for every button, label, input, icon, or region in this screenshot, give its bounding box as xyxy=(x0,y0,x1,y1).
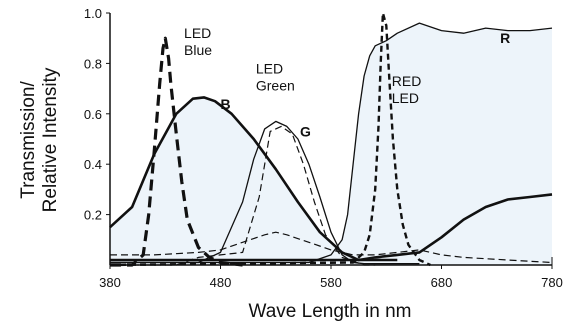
x-tick-label: 680 xyxy=(431,275,453,290)
filter-fill-1 xyxy=(110,23,552,265)
x-axis-label: Wave Length in nm xyxy=(249,301,412,322)
series-line-red-led xyxy=(109,11,431,267)
series-line-b-filter xyxy=(109,96,398,262)
filter-fill-0 xyxy=(110,97,398,265)
series-line-led-green xyxy=(110,125,376,266)
ticks-layer: 380 480 580 680 780 0.2 0.4 0.6 0.8 1.0 xyxy=(84,6,563,290)
annotation-led-blue: LED Blue xyxy=(184,25,212,58)
series-line-g xyxy=(110,120,420,265)
x-tick-label: 580 xyxy=(320,275,342,290)
y-tick-label: 0.6 xyxy=(84,107,102,122)
spectrum-fill-layer xyxy=(110,23,552,265)
annotation-g: G xyxy=(300,123,311,139)
y-axis-label-line1: Transmission/ xyxy=(18,81,39,199)
x-tick-label: 780 xyxy=(541,275,563,290)
y-tick-label: 0.4 xyxy=(84,157,102,172)
x-tick-label: 480 xyxy=(210,275,232,290)
series-line-led-blue xyxy=(110,36,243,267)
x-tick-label: 380 xyxy=(99,275,121,290)
annotations-layer: LED Blue LED Green RED LED B G R xyxy=(184,25,510,139)
series-layer xyxy=(109,11,553,267)
series-line-green-filter-baseline xyxy=(110,231,553,264)
series-line-r xyxy=(110,22,553,264)
y-tick-label: 0.8 xyxy=(84,56,102,71)
annotation-r: R xyxy=(500,30,510,46)
y-tick-label: 1.0 xyxy=(84,6,102,21)
annotation-red-led: RED LED xyxy=(392,73,422,106)
annotation-b: B xyxy=(221,96,231,112)
y-tick-label: 0.2 xyxy=(84,208,102,223)
series-line-b xyxy=(110,193,553,262)
y-axis-label-line2: Relative Intensity xyxy=(40,67,61,212)
annotation-led-green: LED Green xyxy=(256,60,295,93)
